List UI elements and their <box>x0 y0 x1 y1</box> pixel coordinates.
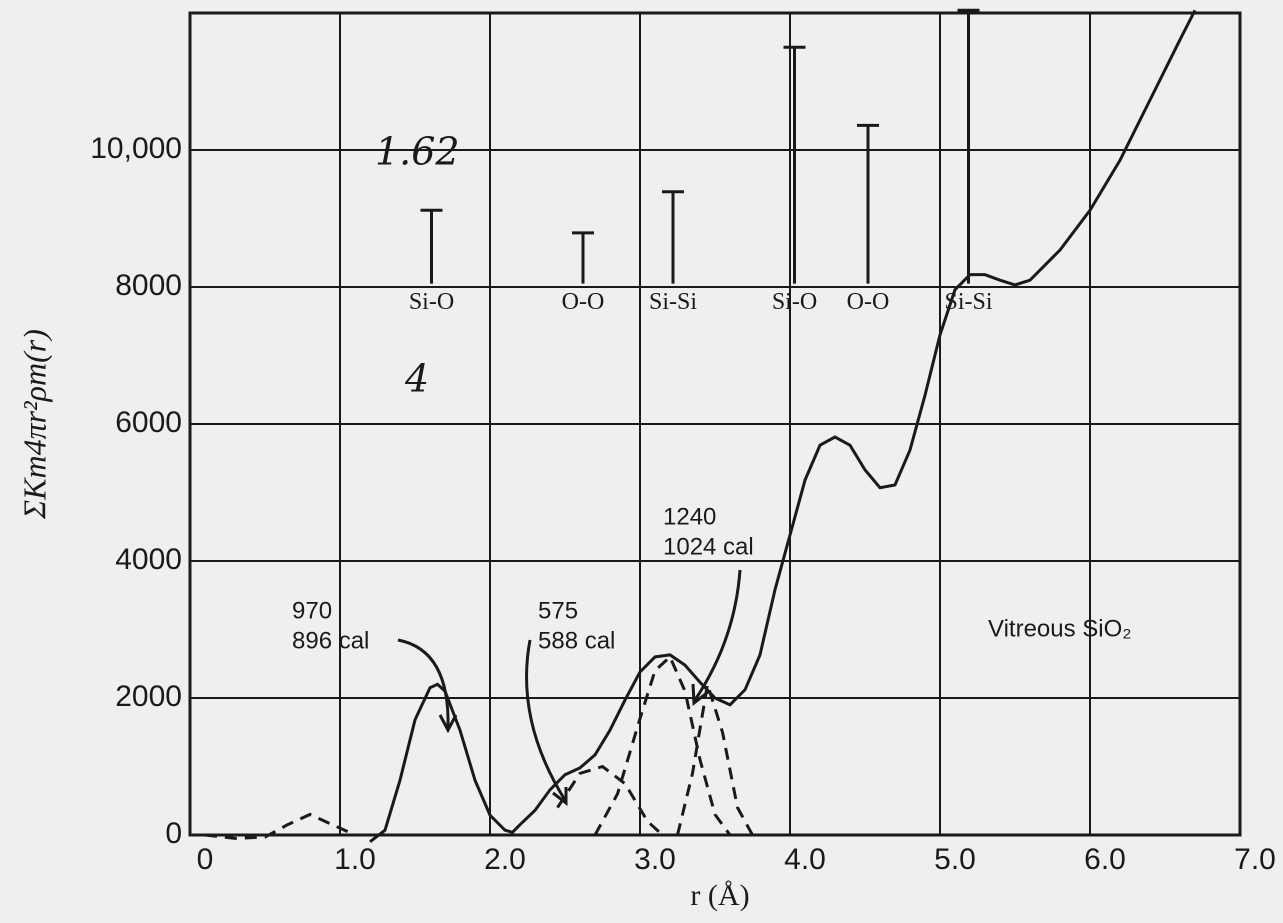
x-tick-label: 6.0 <box>1084 843 1126 876</box>
x-axis-label: r (Å) <box>690 879 749 912</box>
x-tick-label: 4.0 <box>784 843 826 876</box>
arrow <box>397 638 450 729</box>
annotation: 588 cal <box>538 627 615 654</box>
rdf-curve <box>369 9 1197 844</box>
annotation: 896 cal <box>292 627 369 654</box>
y-tick-label: 0 <box>165 817 182 850</box>
y-tick-label: 6000 <box>115 406 182 439</box>
annotation: 1024 cal <box>663 533 754 560</box>
arrow <box>525 639 567 801</box>
annotation: Vitreous SiO₂ <box>988 615 1132 642</box>
stick-label: O-O <box>562 289 605 315</box>
x-tick-label: 2.0 <box>484 843 526 876</box>
stick-label: Si-Si <box>649 289 697 315</box>
annotation: 4 <box>404 357 429 401</box>
y-axis-label: ΣKm4πr²ρm(r) <box>16 329 52 520</box>
arrow <box>693 569 742 701</box>
x-tick-label: 3.0 <box>634 843 676 876</box>
x-tick-label: 7.0 <box>1234 843 1276 876</box>
component-curve <box>204 812 356 840</box>
y-tick-label: 2000 <box>115 680 182 713</box>
arrowhead <box>691 683 709 706</box>
component-curve <box>556 764 664 837</box>
stick-label: Si-O <box>772 289 817 315</box>
stick-label: O-O <box>847 289 890 315</box>
x-tick-label: 5.0 <box>934 843 976 876</box>
annotation: 1.62 <box>375 130 460 174</box>
y-tick-label: 10,000 <box>90 132 182 165</box>
x-tick-label: 0 <box>197 843 214 876</box>
y-tick-label: 8000 <box>115 269 182 302</box>
annotation: 970 <box>292 597 332 624</box>
stick-label: Si-Si <box>944 289 992 315</box>
x-tick-label: 1.0 <box>334 843 376 876</box>
component-curve <box>676 683 754 836</box>
y-tick-label: 4000 <box>115 543 182 576</box>
arrowhead <box>438 714 458 734</box>
stick-label: Si-O <box>409 289 454 315</box>
component-curve <box>593 654 732 836</box>
arrowhead <box>552 787 568 807</box>
annotation: 575 <box>538 597 578 624</box>
annotation: 1240 <box>663 503 716 530</box>
